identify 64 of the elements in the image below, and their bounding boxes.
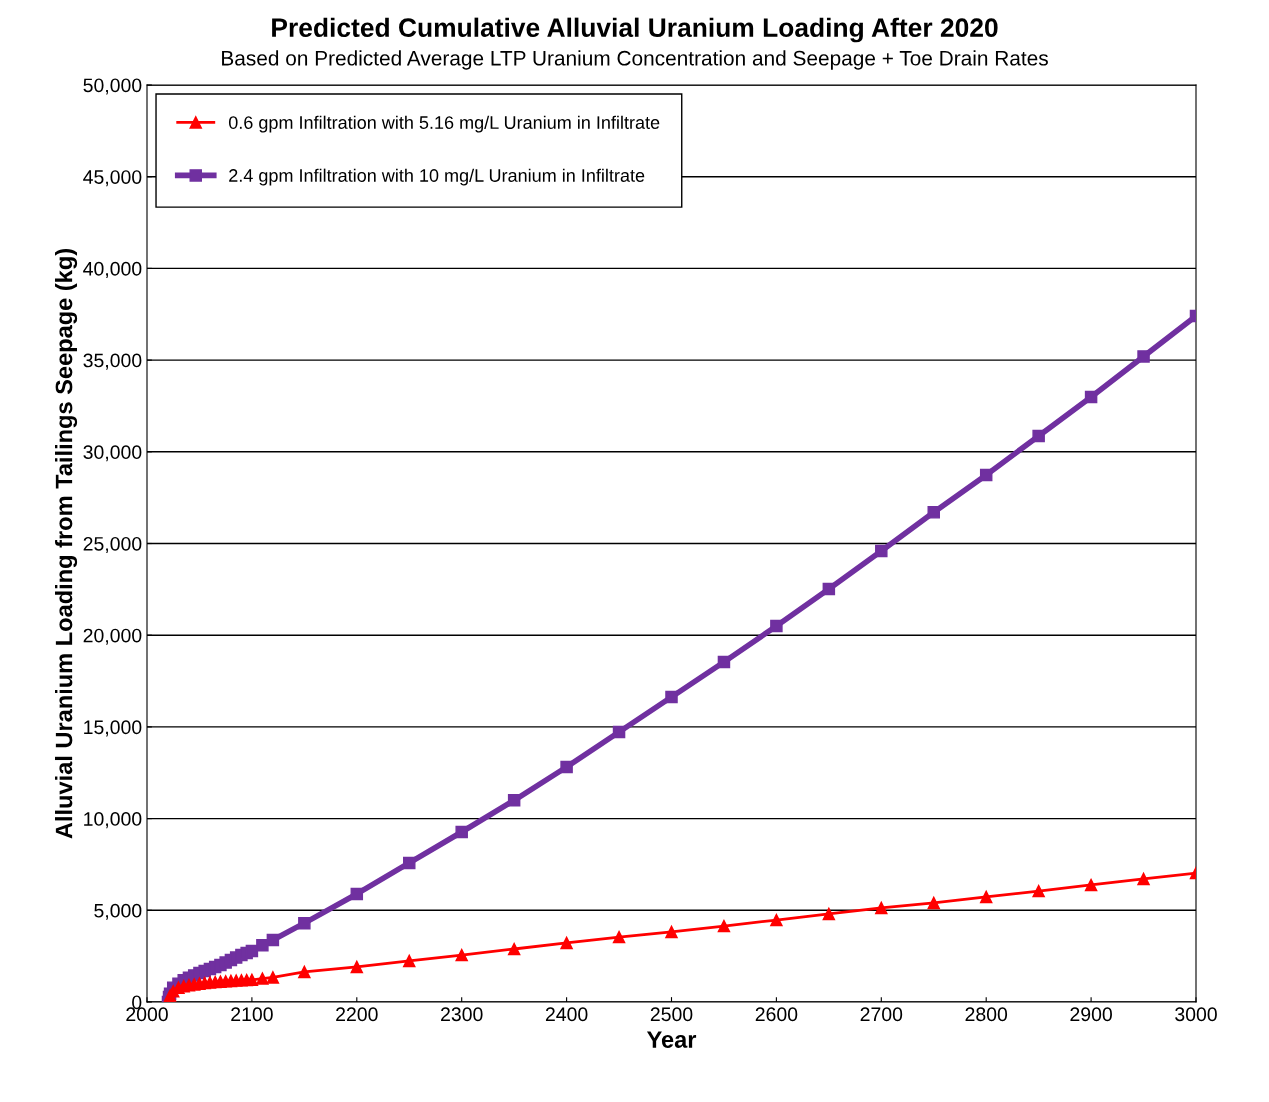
point <box>266 971 280 984</box>
y-tick-label: 15,000 <box>84 720 142 737</box>
point <box>1032 429 1045 443</box>
point <box>256 972 269 985</box>
point <box>455 948 468 962</box>
point <box>298 965 311 979</box>
point <box>927 506 941 519</box>
point <box>298 916 311 930</box>
point <box>979 890 993 904</box>
point <box>1137 872 1150 886</box>
y-tick-label: 45,000 <box>83 170 142 187</box>
y-axis-title: Alluvial Uranium Loading from Tailings Seepage (kg) <box>55 249 78 839</box>
x-tick-label: 2100 <box>231 1007 273 1022</box>
point <box>612 930 626 944</box>
point <box>1084 878 1098 892</box>
legend-label: 2.4 gpm Infiltration with 10 mg/L Uranium in Infiltrate <box>229 168 645 186</box>
point <box>875 901 888 915</box>
point <box>350 887 364 901</box>
point <box>1084 390 1098 404</box>
point <box>717 655 731 669</box>
point <box>507 942 521 956</box>
y-tick-label: 20,000 <box>83 628 142 645</box>
y-tick-label: 25,000 <box>83 536 142 554</box>
point <box>266 933 280 947</box>
point <box>822 907 836 921</box>
point <box>1032 884 1045 898</box>
point <box>507 794 521 807</box>
x-axis-title: Year <box>646 1031 697 1048</box>
point <box>665 690 678 704</box>
point <box>979 468 993 482</box>
x-tick-label: 2700 <box>860 1007 903 1022</box>
point <box>770 913 783 927</box>
y-tick-label: 30,000 <box>83 445 142 462</box>
point <box>350 960 364 974</box>
x-tick-label: 2600 <box>755 1007 798 1022</box>
point <box>455 825 468 839</box>
chart-subtitle: Based on Predicted Average LTP Uranium Concentration and Seepage + Toe Drain Rates <box>222 50 1048 70</box>
point <box>256 938 269 952</box>
x-tick-label: 2800 <box>965 1007 1008 1022</box>
point <box>1137 350 1150 363</box>
point <box>822 582 836 596</box>
y-tick-label: 50,000 <box>83 78 142 95</box>
legend-label: 0.6 gpm Infiltration with 5.16 mg/L Uranium in Infiltrate <box>228 115 660 133</box>
y-tick-label: 10,000 <box>84 812 142 829</box>
y-tick-label: 35,000 <box>83 353 142 370</box>
y-tick-label: 5,000 <box>94 903 142 920</box>
x-tick-label: 3000 <box>1175 1007 1217 1022</box>
x-tick-label: 2200 <box>336 1007 378 1022</box>
x-tick-label: 2400 <box>545 1007 588 1022</box>
x-tick-label: 2300 <box>441 1007 483 1022</box>
chart-title: Predicted Cumulative Alluvial Uranium Loading After 2020 <box>272 17 998 43</box>
point <box>402 856 416 870</box>
point <box>717 919 731 933</box>
point <box>560 760 573 774</box>
x-tick-label: 2500 <box>650 1007 693 1022</box>
point <box>402 954 416 968</box>
point <box>927 896 941 910</box>
point <box>560 936 573 950</box>
point <box>875 544 888 558</box>
x-tick-label: 2900 <box>1070 1007 1112 1022</box>
point <box>665 925 678 939</box>
point <box>612 725 626 739</box>
y-tick-label: 40,000 <box>83 261 142 278</box>
point <box>770 619 783 633</box>
